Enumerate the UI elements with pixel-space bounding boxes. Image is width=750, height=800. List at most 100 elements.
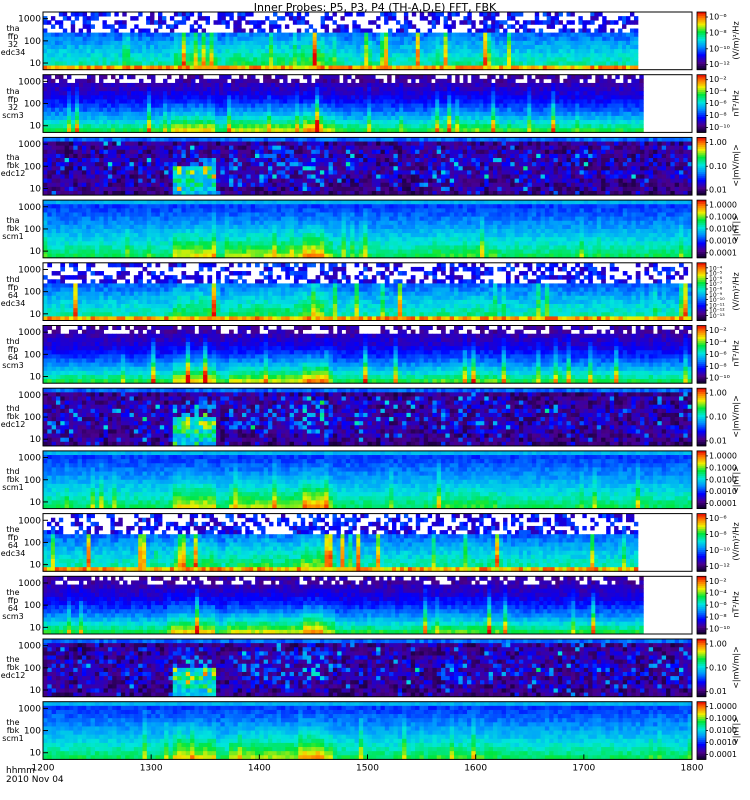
spectrogram-cell [250,137,256,142]
spectrogram-cell [229,36,234,42]
spectrogram-cell [207,111,212,117]
spectrogram-cell [207,170,213,175]
spectrogram-cell [559,103,564,109]
spectrogram-cell [199,99,204,104]
spectrogram-cell [387,87,392,92]
spectrogram-cell [311,145,316,151]
spectrogram-cell [311,158,316,163]
spectrogram-cell [427,44,433,50]
spectrogram-cell [574,57,579,62]
spectrogram-cell [215,107,220,113]
spectrogram-cell [344,65,349,71]
spectrogram-cell [363,182,368,188]
spectrogram-cell [595,124,600,129]
spectrogram-cell [562,65,567,71]
spectrogram-cell [345,182,351,188]
spectrogram-cell [399,82,404,88]
spectrogram-cell [47,115,52,121]
spectrogram-cell [259,182,265,188]
spectrogram-cell [139,82,144,88]
spectrogram-cell [224,137,230,142]
spectrogram-cell [165,53,171,58]
spectrogram-cell [81,158,87,163]
colorbar-segment [697,67,706,71]
spectrogram-cell [611,124,616,129]
spectrogram-cell [407,124,412,129]
spectrogram-cell [279,95,284,100]
spectrogram-cell [503,20,508,25]
spectrogram-cell [495,107,500,113]
spectrogram-cell [607,95,612,100]
spectrogram-cell [487,53,492,58]
spectrogram-cell [582,53,587,58]
spectrogram-cell [155,111,160,117]
spectrogram-cell [142,149,148,155]
spectrogram-cell [87,74,92,80]
spectrogram-cell [384,12,389,17]
spectrogram-cell [133,178,139,184]
spectrogram-cell [571,111,576,117]
spectrogram-cell [341,174,347,180]
spectrogram-cell [315,120,320,125]
spectrogram-cell [575,115,580,121]
spectrogram-cell [259,103,264,109]
spectrogram-cell [622,36,627,42]
spectrogram-cell [267,166,273,171]
spectrogram-cell [419,16,425,21]
spectrogram-cell [78,49,84,54]
spectrogram-cell [352,53,357,58]
spectrogram-cell [371,174,377,180]
spectrogram-cell [267,103,272,109]
spectrogram-cell [526,36,532,42]
spectrogram-cell [225,49,230,54]
spectrogram-cell [403,124,408,129]
spectrogram-cell [272,178,278,184]
spectrogram-cell [618,36,623,42]
spectrogram-cell [328,44,333,50]
spectrogram-cell [311,115,316,121]
spectrogram-cell [555,74,560,80]
spectrogram-cell [331,74,336,80]
spectrogram-cell [551,103,556,109]
spectrogram-cell [253,61,258,66]
spectrogram-cell [155,107,160,113]
spectrogram-cell [253,36,258,42]
spectrogram-cell [475,120,480,125]
spectrogram-cell [112,137,117,142]
spectrogram-cell [371,74,376,80]
spectrogram-cell [341,166,347,171]
spectrogram-cell [163,120,168,125]
colorbar-tick-label: 10⁻¹² [709,60,730,69]
spectrogram-cell [393,137,399,142]
spectrogram-cell [459,57,464,62]
spectrogram-cell [217,53,222,58]
spectrogram-cell [183,95,188,100]
spectrogram-cell [595,78,600,84]
spectrogram-cell [558,32,563,38]
spectrogram-cell [189,32,195,38]
spectrogram-cell [350,141,355,147]
spectrogram-cell [249,36,254,42]
spectrogram-cell [276,166,282,171]
spectrogram-cell [306,166,312,171]
spectrogram-cell [185,57,191,62]
spectrogram-cell [547,87,552,92]
spectrogram-cell [185,149,191,155]
colorbar-tick-label: 10⁻⁸ [709,28,727,37]
spectrogram-cell [106,12,111,17]
spectrogram-cell [467,36,472,42]
spectrogram-cell [271,107,276,113]
spectrogram-cell [526,40,532,46]
spectrogram-cell [223,82,228,88]
spectrogram-cell [285,153,291,159]
spectrogram-cell [146,190,152,196]
spectrogram-cell [288,61,294,66]
spectrogram-cell [103,120,108,125]
spectrogram-cell [332,61,337,66]
spectrogram-cell [75,91,80,96]
spectrogram-cell [79,111,84,117]
spectrogram-cell [220,190,226,196]
spectrogram-cell [619,124,624,129]
spectrogram-cell [122,61,127,66]
spectrogram-cell [307,91,312,96]
